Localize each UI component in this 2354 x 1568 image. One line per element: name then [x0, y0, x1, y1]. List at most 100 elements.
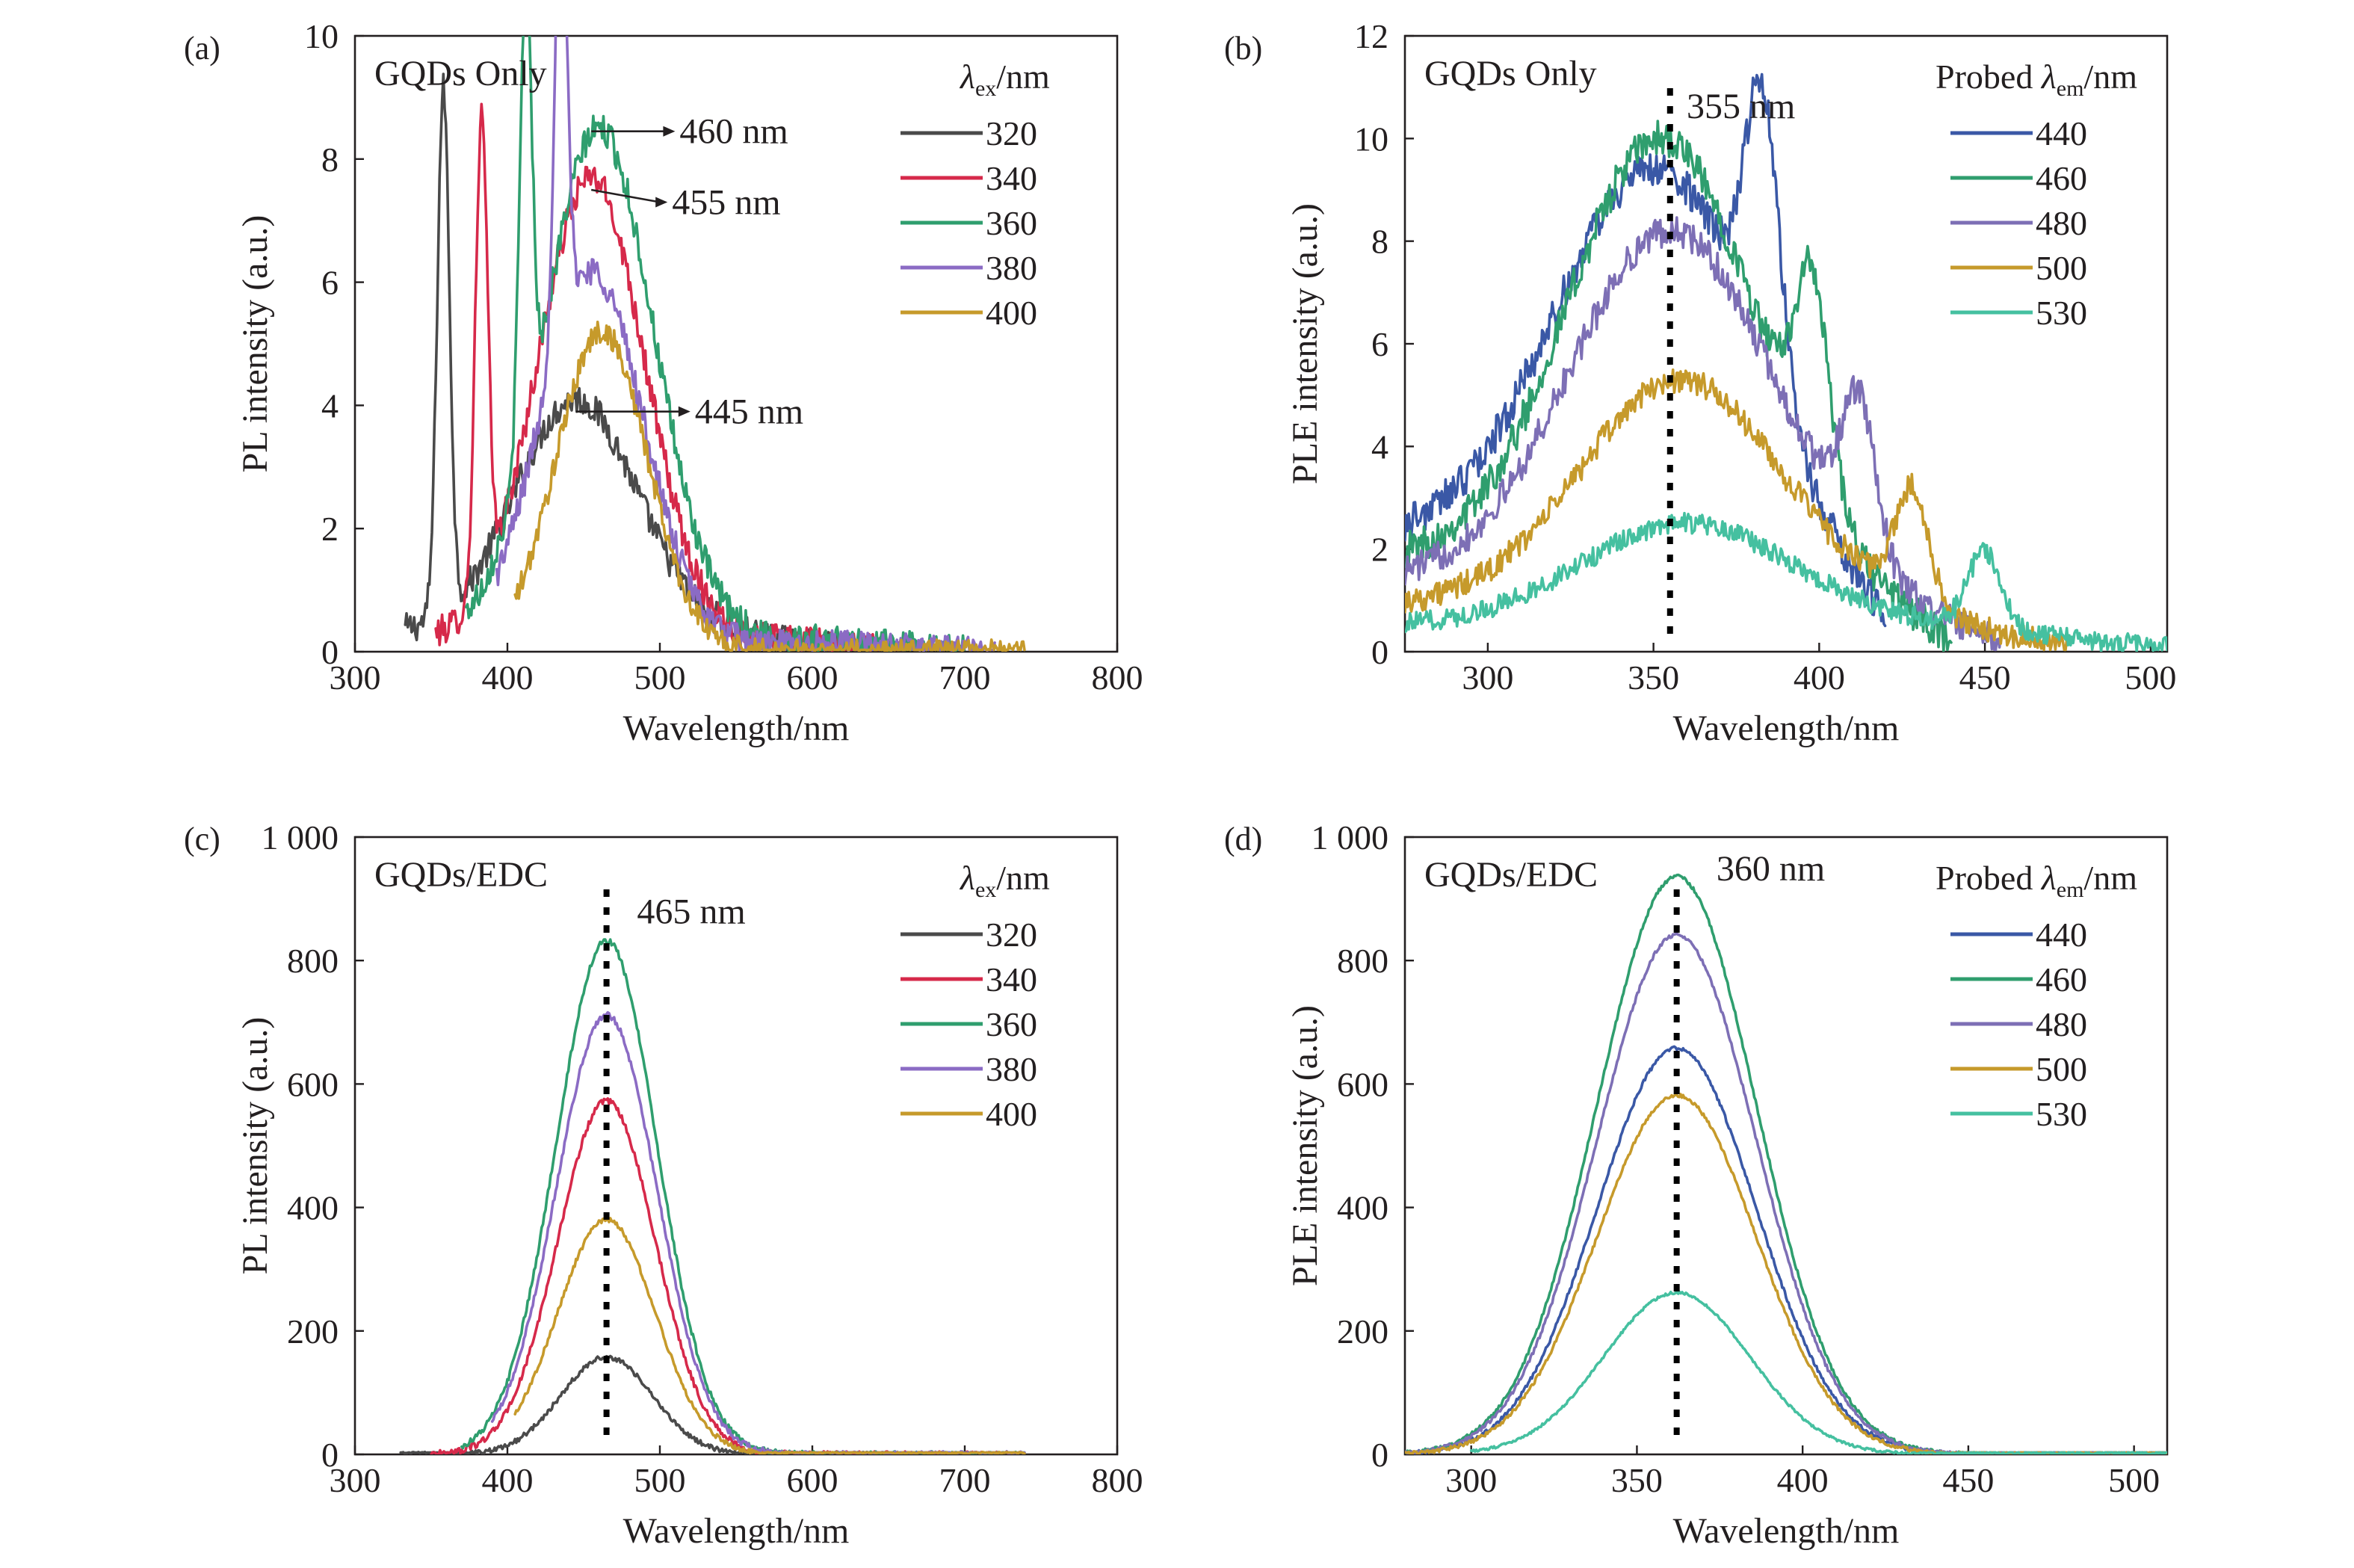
- panel-b-legend-title-suffix: /nm: [2083, 58, 2137, 96]
- panel-c-legend-title-sub: ex: [975, 877, 996, 902]
- panel-b-legend-label-480: 480: [2036, 204, 2087, 242]
- panel-b-chart: (b) 300 350 400 450 500 0 2 4 6 8 10 12 Wavelength/nm…: [1224, 17, 2176, 748]
- panel-b-title: GQDs Only: [1424, 54, 1597, 93]
- panel-d-label: (d): [1224, 821, 1262, 857]
- panel-c-legend-label-380: 380: [986, 1050, 1037, 1088]
- panel-c-y-tick-label: 800: [287, 942, 339, 980]
- panel-b-y-tick-label: 0: [1371, 633, 1388, 671]
- panel-a-y-tick-label: 4: [321, 386, 339, 425]
- panel-d-y-tick-label: 200: [1337, 1312, 1388, 1351]
- panel-b-y-tick-label: 10: [1354, 120, 1388, 158]
- panel-b-y-axis-title: PLE intensity (a.u.): [1285, 203, 1325, 484]
- panel-b-legend-title-prefix: Probed: [1936, 58, 2042, 96]
- panel-d-y-tick-label: 0: [1371, 1436, 1388, 1474]
- panel-d-y-tick-label: 400: [1337, 1189, 1388, 1227]
- panel-c-title: GQDs/EDC: [374, 855, 548, 895]
- panel-a-label: (a): [184, 30, 220, 67]
- panel-b-y-tick-label: 2: [1371, 531, 1388, 569]
- panel-c-series-group: [399, 938, 1026, 1454]
- panel-a-x-axis-title: Wavelength/nm: [623, 709, 850, 748]
- panel-a-peak-annotation: 455 nm: [672, 182, 780, 222]
- panel-c-chart: (c) 300 400 500 600 700 800 0 200 400 600 800 1 000 W…: [184, 818, 1143, 1551]
- panel-b-series-group: [1405, 72, 2167, 652]
- panel-d-series-group: [1405, 873, 2167, 1454]
- panel-c-y-tick-label: 400: [287, 1189, 339, 1227]
- panel-a-y-tick-label: 8: [321, 141, 339, 179]
- panel-b-legend-label-530: 530: [2036, 294, 2087, 332]
- panel-a-y-tick-label: 0: [321, 633, 339, 671]
- panel-c-x-axis-title: Wavelength/nm: [623, 1511, 850, 1551]
- panel-a-annotation-arrowhead: [655, 197, 668, 208]
- panel-d-legend-label-500: 500: [2036, 1050, 2087, 1088]
- panel-c-legend-label-320: 320: [986, 916, 1037, 954]
- panel-d-legend-title-prefix: Probed: [1936, 859, 2042, 897]
- panel-b-y-tick-label: 12: [1354, 17, 1388, 55]
- panel-a-y-tick-label: 6: [321, 264, 339, 302]
- panel-c-legend-label-340: 340: [986, 960, 1037, 998]
- panel-c-peak-annotation: 465 nm: [637, 892, 745, 932]
- panel-c-legend-title: λex/nm: [959, 859, 1050, 902]
- panel-c-series-360: [460, 938, 1026, 1454]
- panel-b-legend-label-500: 500: [2036, 249, 2087, 287]
- panel-b-y-tick-label: 8: [1371, 223, 1388, 261]
- panel-d-legend-title-suffix: /nm: [2083, 859, 2137, 897]
- panel-a-x-tick-label: 500: [634, 658, 686, 697]
- panel-a-y-tick-label: 10: [304, 17, 339, 55]
- panel-c-x-tick-label: 300: [330, 1461, 381, 1499]
- panel-b-legend-title-sub: em: [2057, 76, 2084, 101]
- panel-d-chart: (d) 300 350 400 450 500 0 200 400 600 800 1 000 Wave…: [1224, 818, 2169, 1551]
- panel-a-series-400: [513, 321, 1026, 652]
- panel-d-legend-label-480: 480: [2036, 1005, 2087, 1043]
- panel-c-label: (c): [184, 821, 220, 857]
- panel-d-x-axis-title: Wavelength/nm: [1673, 1511, 1900, 1551]
- panel-d-x-tick-label: 400: [1777, 1461, 1829, 1499]
- panel-a-series-320: [404, 72, 852, 652]
- panel-b-legend-title: Probed λem/nm: [1936, 58, 2137, 101]
- panel-b-legend-title-lambda: λ: [2040, 58, 2057, 96]
- panel-a-legend-label-360: 360: [986, 204, 1037, 242]
- panel-a-legend-title: λex/nm: [959, 58, 1050, 101]
- panel-d-series-530: [1469, 1290, 2167, 1454]
- panel-d-peak-annotation: 360 nm: [1717, 849, 1825, 889]
- panel-c-y-tick-label: 1 000: [262, 818, 339, 856]
- panel-d-x-tick-label: 300: [1445, 1461, 1497, 1499]
- panel-d-y-tick-label: 1 000: [1312, 818, 1389, 856]
- panel-a-title: GQDs Only: [374, 54, 547, 93]
- panel-d-y-tick-label: 800: [1337, 942, 1388, 980]
- panel-b-x-tick-label: 300: [1462, 658, 1513, 697]
- panel-a-legend-title-suffix: /nm: [996, 58, 1050, 96]
- panel-d-legend-label-530: 530: [2036, 1095, 2087, 1133]
- panel-c-x-tick-label: 700: [939, 1461, 991, 1499]
- panel-b-y-tick-label: 6: [1371, 325, 1388, 363]
- panel-b-x-tick-label: 450: [1959, 658, 2011, 697]
- panel-a-x-tick-label: 300: [330, 658, 381, 697]
- panel-d-x-tick-label: 500: [2108, 1461, 2160, 1499]
- panel-a-chart: (a) 300 400 500 600 700 800 0 2 4 6 8 10 Wavelength/n…: [184, 17, 1143, 748]
- panel-a-legend-label-380: 380: [986, 249, 1037, 287]
- panel-a-x-tick-label: 400: [482, 658, 534, 697]
- panel-b-series-440: [1405, 72, 1887, 628]
- panel-d-y-tick-label: 600: [1337, 1065, 1388, 1103]
- panel-c-series-380: [490, 1010, 1026, 1454]
- panel-d-x-tick-label: 350: [1611, 1461, 1663, 1499]
- panel-a-y-axis-title: PL intensity (a.u.): [235, 215, 275, 473]
- panel-a-legend-label-340: 340: [986, 159, 1037, 197]
- panel-b-legend-label-440: 440: [2036, 114, 2087, 152]
- panel-d-legend-title-sub: em: [2057, 877, 2084, 902]
- panel-d-x-tick-label: 450: [1942, 1461, 1994, 1499]
- panel-c-series-400: [513, 1217, 1026, 1454]
- panel-a-peak-annotation: 460 nm: [679, 112, 788, 152]
- panel-b-x-axis-title: Wavelength/nm: [1673, 709, 1900, 748]
- panel-a-x-tick-label: 600: [787, 658, 838, 697]
- panel-c-legend-label-360: 360: [986, 1005, 1037, 1043]
- panel-a-peak-annotation: 445 nm: [695, 392, 803, 432]
- panel-a-series-group: [404, 36, 1026, 652]
- panel-d-plot-frame: [1403, 836, 2169, 1456]
- panel-d-legend-title: Probed λem/nm: [1936, 859, 2137, 902]
- panel-a-annotation-arrowhead: [678, 406, 691, 417]
- panel-b-x-tick-label: 400: [1794, 658, 1845, 697]
- panel-a-annotation-arrowhead: [663, 126, 676, 137]
- panel-a-series-360: [465, 36, 966, 652]
- panel-b-x-tick-label: 350: [1628, 658, 1679, 697]
